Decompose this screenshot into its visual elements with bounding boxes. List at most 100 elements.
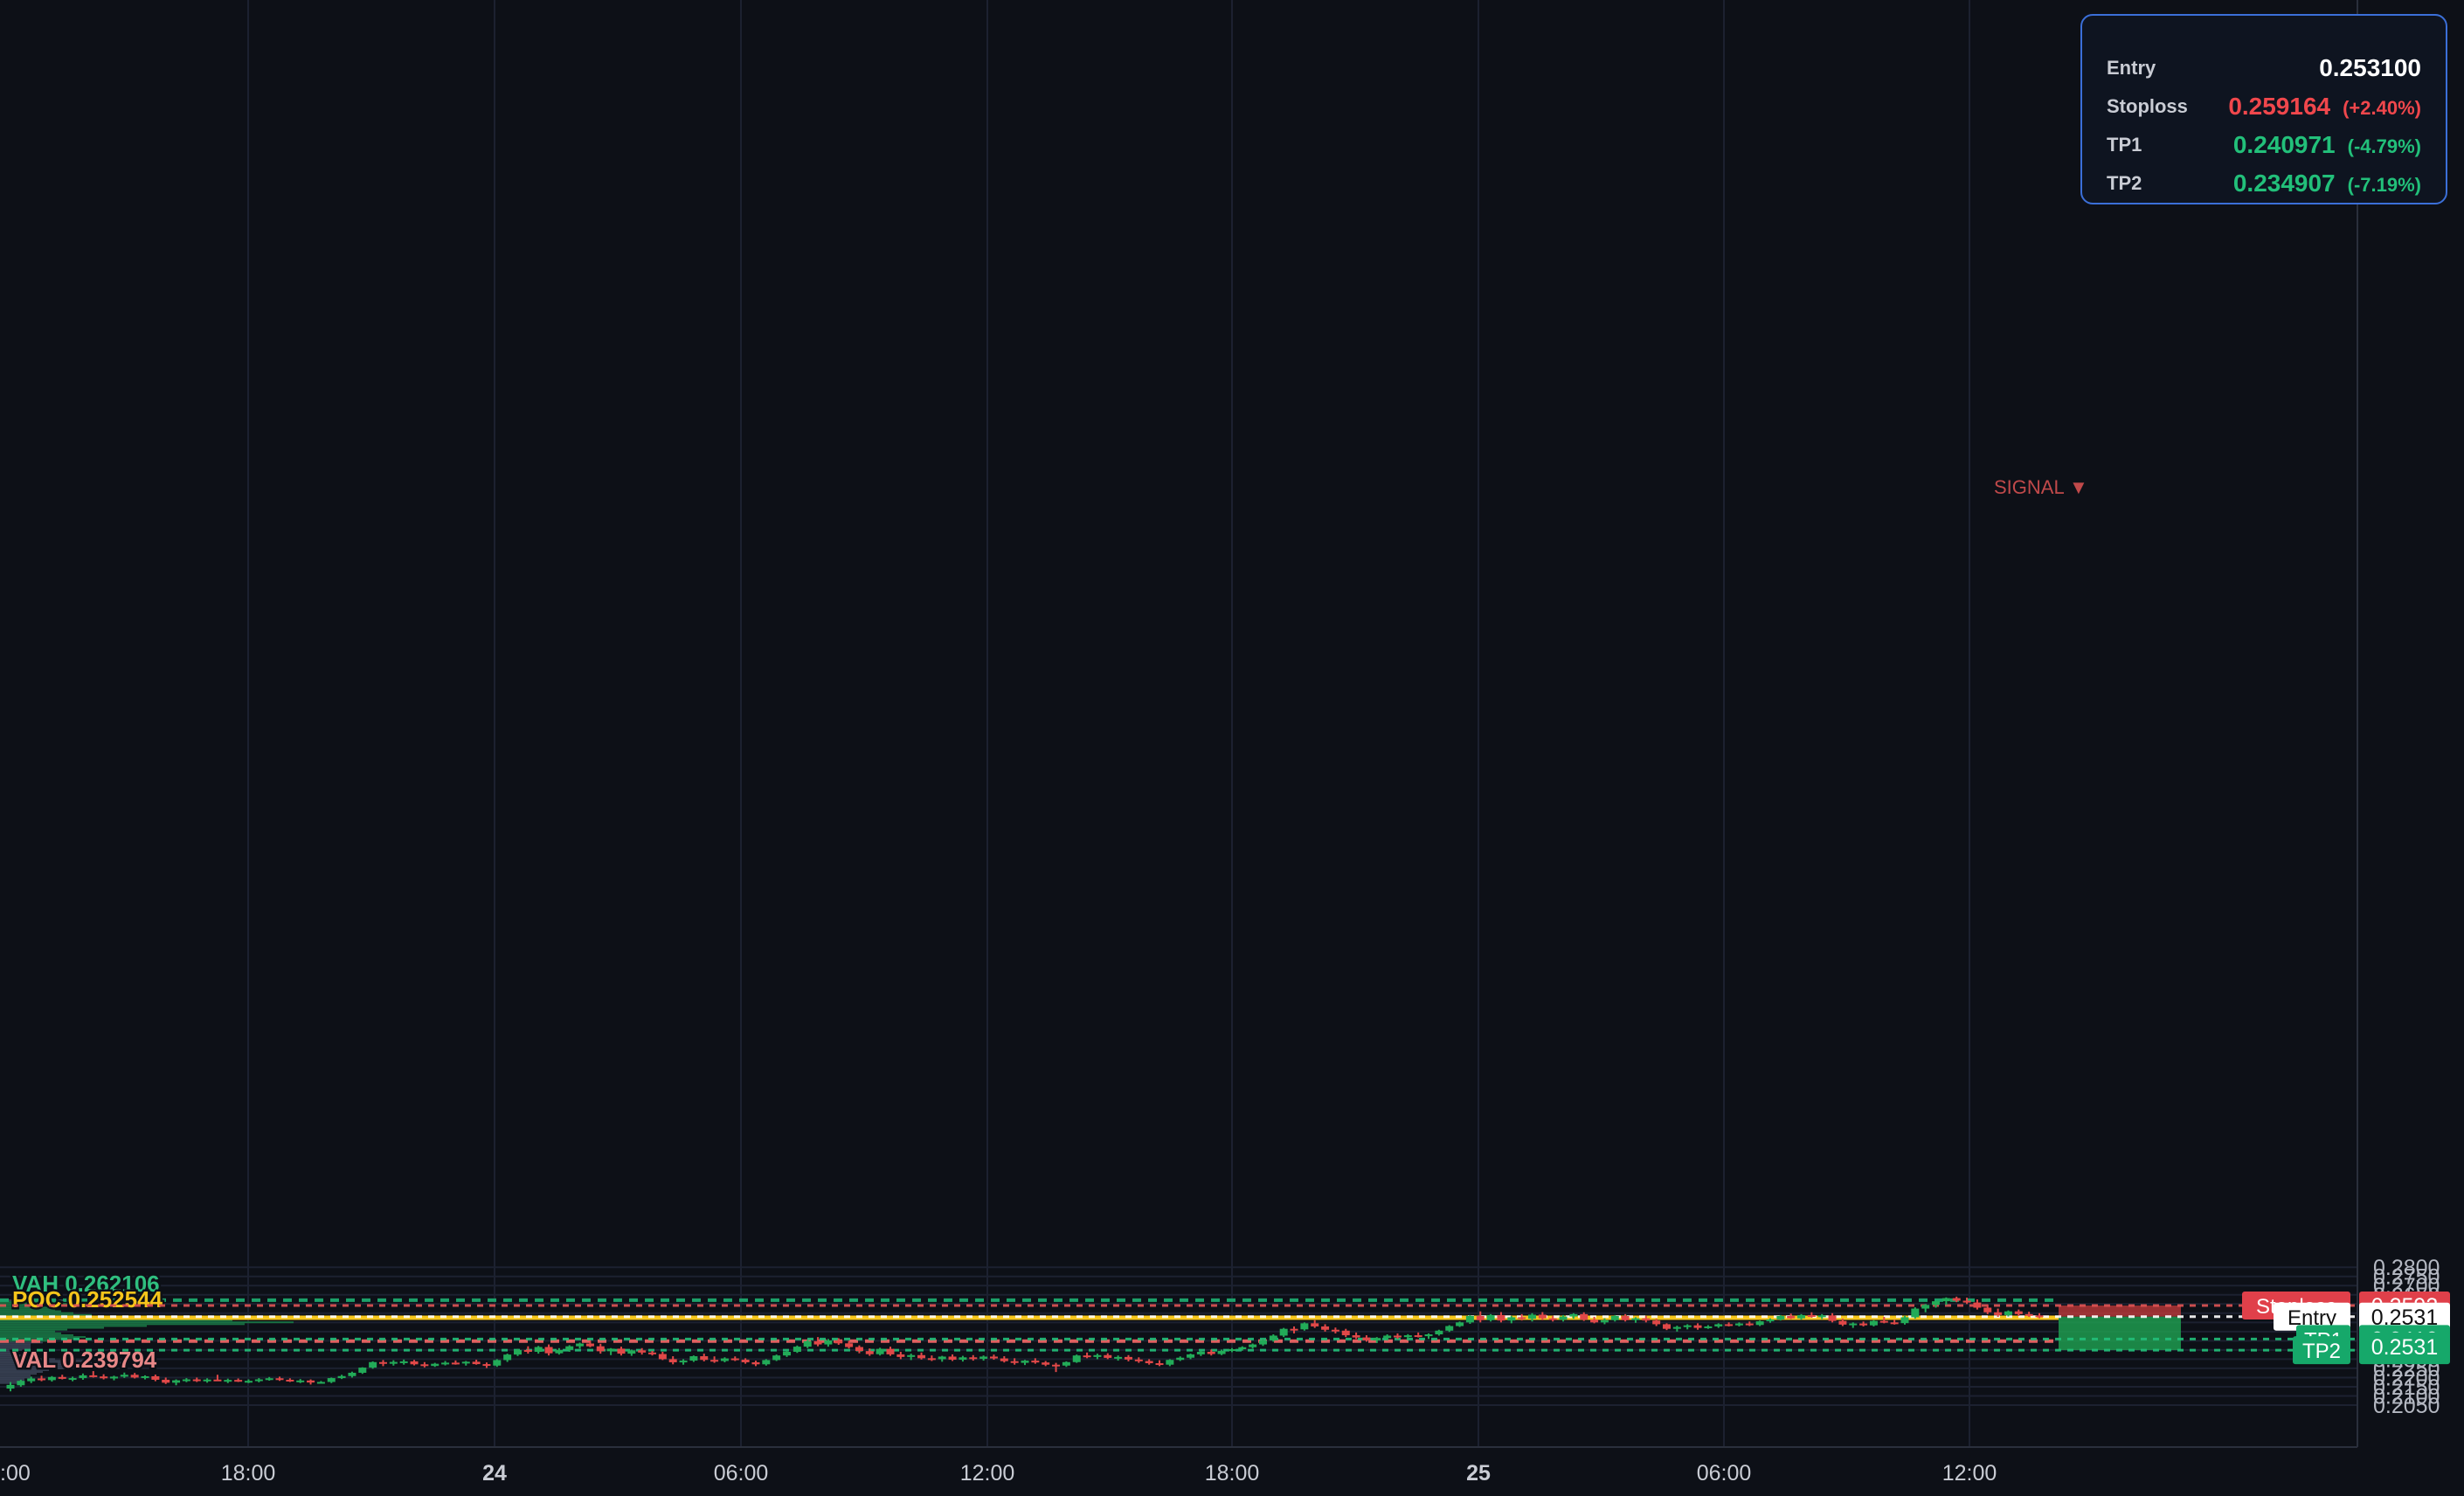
time-tick-label: 25 <box>1466 1461 1491 1486</box>
candle <box>730 1356 739 1361</box>
candle <box>1600 1318 1609 1325</box>
candle-body <box>348 1372 356 1376</box>
candle <box>741 1358 750 1364</box>
candle <box>762 1359 771 1366</box>
takeprofit-zone <box>2059 1316 2181 1351</box>
candle <box>989 1354 998 1361</box>
price-tick-label: 0.2200 <box>2373 1366 2440 1390</box>
candle <box>410 1360 419 1366</box>
candle <box>451 1360 460 1365</box>
candle <box>1652 1319 1661 1326</box>
candle-body <box>1973 1302 1982 1308</box>
candle-body <box>1672 1326 1681 1329</box>
candle <box>1362 1335 1371 1342</box>
candle-body <box>720 1358 729 1361</box>
candle-body <box>1797 1314 1806 1319</box>
candle <box>1828 1312 1837 1323</box>
candle <box>751 1361 760 1367</box>
candle-body <box>1869 1320 1878 1326</box>
candle-body <box>482 1364 491 1367</box>
volume-profile-bar <box>0 1367 67 1369</box>
candle <box>1869 1319 1878 1326</box>
time-tick-label: 12:00 <box>960 1461 1015 1486</box>
candle-body <box>2014 1311 2023 1314</box>
candle-body <box>751 1361 760 1365</box>
candle <box>834 1338 843 1345</box>
tp1-row: TP1 0.240971 (-4.79%) <box>2107 128 2421 163</box>
candle-body <box>1755 1321 1764 1326</box>
entry-tag <box>2274 1302 2350 1331</box>
entry-price-tag <box>2359 1302 2450 1331</box>
candle-body <box>68 1378 77 1381</box>
candle-body <box>648 1352 657 1354</box>
candle <box>700 1354 709 1361</box>
candle-body <box>638 1350 647 1353</box>
candle-body <box>1890 1322 1899 1325</box>
candle-body <box>1590 1319 1599 1323</box>
candle <box>192 1377 201 1382</box>
candle-body <box>783 1351 792 1356</box>
candle-body <box>493 1360 502 1366</box>
candle-body <box>969 1357 978 1360</box>
val-label: VAL 0.239794 <box>12 1347 157 1373</box>
volume-profile-bar <box>0 1343 31 1346</box>
candle-body <box>1507 1317 1516 1321</box>
candle-body <box>565 1346 574 1350</box>
candle <box>141 1375 149 1380</box>
candle <box>1797 1313 1806 1320</box>
candle <box>855 1345 863 1354</box>
volume-profile-bar <box>0 1308 55 1311</box>
candle <box>327 1377 336 1383</box>
candle-body <box>172 1380 181 1383</box>
candle <box>1610 1314 1619 1322</box>
candle <box>803 1340 812 1348</box>
candle <box>307 1379 315 1385</box>
candle <box>772 1354 781 1361</box>
candle <box>6 1382 15 1392</box>
candle-body <box>1290 1328 1298 1331</box>
candle <box>1672 1326 1681 1332</box>
time-tick-label: 12:00 <box>1942 1461 1997 1486</box>
volume-profile-bar <box>0 1373 37 1375</box>
candle-body <box>1859 1323 1868 1326</box>
candle-body <box>1093 1354 1102 1357</box>
candle <box>534 1346 543 1354</box>
volume-profile-bar <box>0 1306 49 1309</box>
candle-body <box>1518 1317 1526 1319</box>
candle-body <box>358 1368 367 1373</box>
candle <box>1569 1312 1578 1319</box>
candle-body <box>585 1343 594 1347</box>
candle <box>1683 1324 1692 1330</box>
candle-body <box>296 1380 305 1382</box>
candle-body <box>845 1343 854 1347</box>
candle-body <box>523 1349 532 1352</box>
candle <box>1725 1322 1734 1326</box>
candle <box>203 1378 211 1383</box>
tp2-tag <box>2293 1336 2350 1365</box>
candle <box>907 1354 916 1361</box>
time-axis[interactable]: :00 18:00 24 06:00 12:00 18:00 25 06:00 12:00 <box>0 1446 2357 1486</box>
candle-body <box>1580 1313 1588 1320</box>
candle-body <box>27 1378 36 1382</box>
candle-body <box>1838 1320 1847 1325</box>
tp2-percent: (-7.19%) <box>2347 174 2421 196</box>
tp2-tag-label: TP2 <box>2302 1340 2341 1363</box>
candle <box>58 1375 66 1380</box>
volume-profile-bar <box>0 1326 104 1329</box>
candle-body <box>1414 1335 1422 1338</box>
candle <box>369 1361 377 1369</box>
candle <box>689 1355 698 1362</box>
candle <box>514 1348 522 1356</box>
candle <box>1279 1327 1288 1338</box>
candle <box>68 1376 77 1382</box>
candle-body <box>1983 1307 1992 1312</box>
candle <box>130 1373 139 1379</box>
candle <box>1776 1314 1785 1321</box>
candle-body <box>1828 1315 1837 1321</box>
time-tick-label: 18:00 <box>1205 1461 1260 1486</box>
candle <box>1631 1317 1640 1323</box>
candle <box>1228 1347 1236 1353</box>
candle-body <box>1621 1315 1630 1320</box>
